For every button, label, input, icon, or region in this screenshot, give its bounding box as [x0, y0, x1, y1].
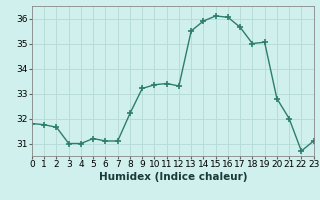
- X-axis label: Humidex (Indice chaleur): Humidex (Indice chaleur): [99, 172, 247, 182]
